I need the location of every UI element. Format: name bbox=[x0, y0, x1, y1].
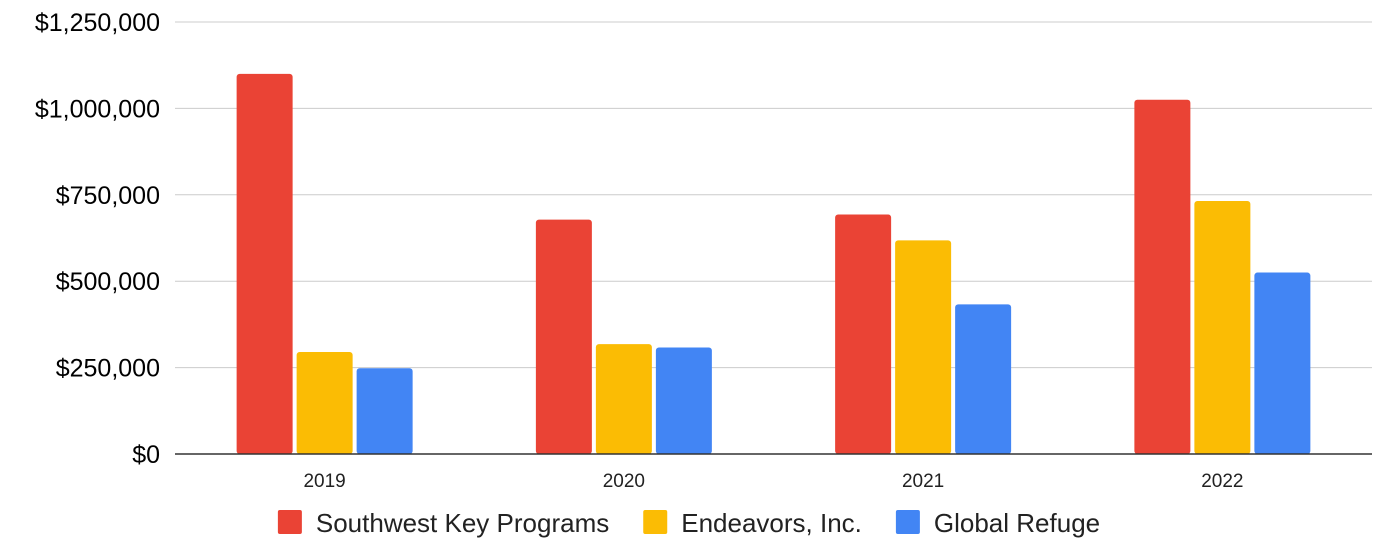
bar-endeavors-inc-2019 bbox=[296, 352, 353, 454]
x-tick-label: 2019 bbox=[303, 471, 345, 492]
y-tick-label: $1,250,000 bbox=[35, 9, 160, 37]
bar-endeavors-inc-2020 bbox=[595, 344, 652, 454]
legend-swatch bbox=[643, 510, 668, 534]
y-tick-label: $0 bbox=[132, 441, 160, 469]
bar-southwest-key-programs-2019 bbox=[236, 73, 293, 454]
legend: Southwest Key Programs Endeavors, Inc. Glo… bbox=[277, 508, 1100, 538]
bar-global-refuge-2020 bbox=[655, 347, 712, 454]
y-tick-label: $750,000 bbox=[56, 182, 160, 210]
legend-swatch bbox=[277, 510, 302, 534]
x-tick-label: 2022 bbox=[1201, 471, 1243, 492]
x-tick-label: 2020 bbox=[603, 471, 645, 492]
bar-global-refuge-2022 bbox=[1254, 272, 1311, 454]
bar-global-refuge-2019 bbox=[356, 368, 413, 454]
legend-swatch bbox=[895, 510, 920, 534]
bar-global-refuge-2021 bbox=[955, 304, 1012, 454]
legend-label: Global Refuge bbox=[934, 508, 1100, 538]
x-tick-label: 2021 bbox=[902, 471, 944, 492]
y-tick-label: $250,000 bbox=[56, 355, 160, 383]
bar-southwest-key-programs-2020 bbox=[535, 219, 592, 454]
y-tick-label: $500,000 bbox=[56, 268, 160, 296]
bar-endeavors-inc-2022 bbox=[1194, 201, 1251, 454]
bar-southwest-key-programs-2022 bbox=[1134, 99, 1191, 454]
bar-endeavors-inc-2021 bbox=[895, 240, 952, 454]
y-tick-label: $1,000,000 bbox=[35, 95, 160, 123]
legend-label: Endeavors, Inc. bbox=[681, 508, 862, 538]
y-axis-tick-labels: $0 $250,000 $500,000 $750,000 $1,000,000 $1,2… bbox=[35, 9, 160, 469]
bars bbox=[236, 73, 1311, 454]
gridlines bbox=[175, 21, 1372, 369]
bar-southwest-key-programs-2021 bbox=[835, 214, 892, 454]
x-axis-tick-labels: 2019 2020 2021 2022 bbox=[303, 471, 1243, 492]
legend-label: Southwest Key Programs bbox=[316, 508, 609, 538]
